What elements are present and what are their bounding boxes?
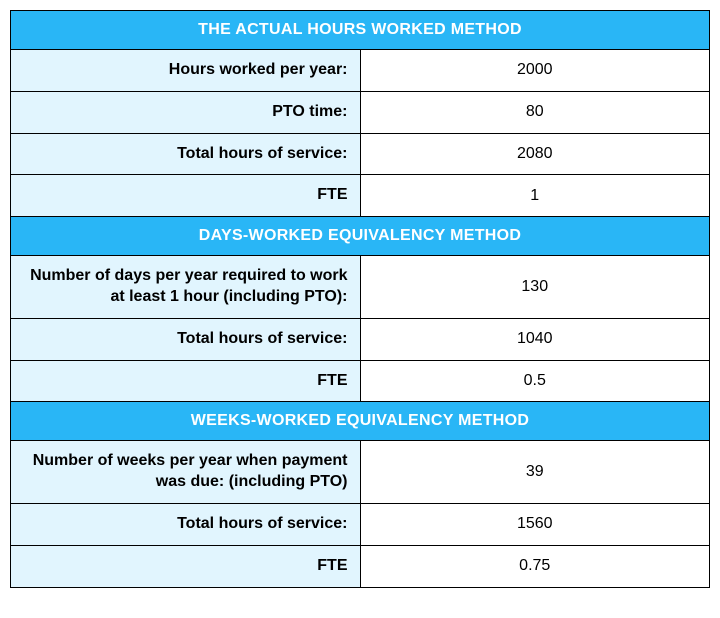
row-label: Total hours of service: xyxy=(11,133,361,175)
row-value: 1 xyxy=(360,175,710,217)
row-value: 80 xyxy=(360,91,710,133)
row-label: Number of days per year required to work… xyxy=(11,256,361,319)
section-title: THE ACTUAL HOURS WORKED METHOD xyxy=(11,11,710,50)
table-row: FTE 1 xyxy=(11,175,710,217)
table: THE ACTUAL HOURS WORKED METHOD Hours wor… xyxy=(10,10,710,588)
table-row: Total hours of service: 1040 xyxy=(11,318,710,360)
table-row: Number of days per year required to work… xyxy=(11,256,710,319)
row-value: 130 xyxy=(360,256,710,319)
row-label: PTO time: xyxy=(11,91,361,133)
row-label: FTE xyxy=(11,360,361,402)
table-row: FTE 0.75 xyxy=(11,545,710,587)
row-value: 2080 xyxy=(360,133,710,175)
section-header-row: DAYS-WORKED EQUIVALENCY METHOD xyxy=(11,217,710,256)
row-value: 1040 xyxy=(360,318,710,360)
table-row: Total hours of service: 2080 xyxy=(11,133,710,175)
row-value: 39 xyxy=(360,441,710,504)
row-value: 1560 xyxy=(360,503,710,545)
row-label: Number of weeks per year when payment wa… xyxy=(11,441,361,504)
row-value: 0.75 xyxy=(360,545,710,587)
section-title: WEEKS-WORKED EQUIVALENCY METHOD xyxy=(11,402,710,441)
fte-methods-table: THE ACTUAL HOURS WORKED METHOD Hours wor… xyxy=(10,10,710,588)
table-row: Number of weeks per year when payment wa… xyxy=(11,441,710,504)
row-label: FTE xyxy=(11,545,361,587)
row-value: 0.5 xyxy=(360,360,710,402)
table-row: Total hours of service: 1560 xyxy=(11,503,710,545)
row-label: FTE xyxy=(11,175,361,217)
table-row: PTO time: 80 xyxy=(11,91,710,133)
row-label: Hours worked per year: xyxy=(11,50,361,92)
row-label: Total hours of service: xyxy=(11,503,361,545)
section-header-row: THE ACTUAL HOURS WORKED METHOD xyxy=(11,11,710,50)
table-row: FTE 0.5 xyxy=(11,360,710,402)
row-value: 2000 xyxy=(360,50,710,92)
section-title: DAYS-WORKED EQUIVALENCY METHOD xyxy=(11,217,710,256)
table-row: Hours worked per year: 2000 xyxy=(11,50,710,92)
section-header-row: WEEKS-WORKED EQUIVALENCY METHOD xyxy=(11,402,710,441)
row-label: Total hours of service: xyxy=(11,318,361,360)
